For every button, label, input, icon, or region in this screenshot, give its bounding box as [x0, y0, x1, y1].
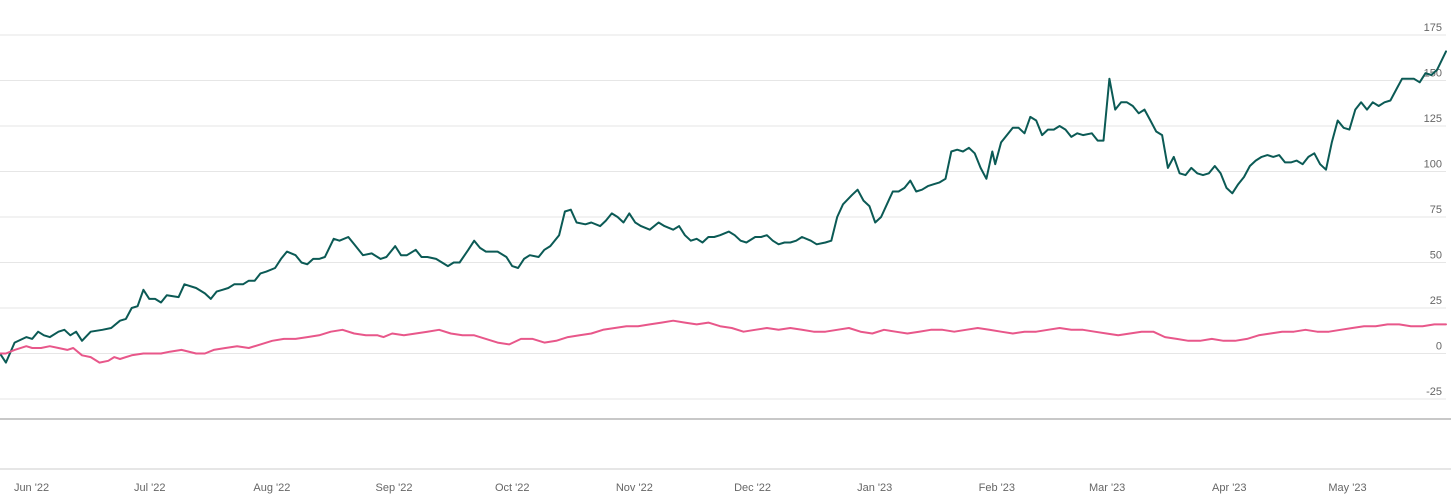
y-tick-label: 50 — [1430, 250, 1442, 262]
x-tick-label: Dec '22 — [734, 482, 771, 494]
x-tick-label: Feb '23 — [979, 482, 1015, 494]
x-tick-label: Jan '23 — [857, 482, 892, 494]
y-tick-label: 0 — [1436, 341, 1442, 353]
x-tick-label: May '23 — [1328, 482, 1366, 494]
x-tick-label: Apr '23 — [1212, 482, 1247, 494]
y-tick-label: -25 — [1426, 386, 1442, 398]
series-line-2 — [0, 319, 1447, 364]
y-tick-label: 100 — [1424, 159, 1442, 171]
x-tick-label: Jun '22 — [14, 482, 49, 494]
series-line-1 — [0, 50, 1447, 364]
series-lines — [0, 50, 1447, 364]
y-tick-label: 125 — [1424, 113, 1442, 125]
grid-lines — [0, 34, 1446, 400]
x-tick-label: Aug '22 — [253, 482, 290, 494]
y-tick-label: 25 — [1430, 295, 1442, 307]
x-tick-label: Nov '22 — [616, 482, 653, 494]
y-tick-label: 75 — [1430, 204, 1442, 216]
x-tick-label: Oct '22 — [495, 482, 530, 494]
x-axis-tick-labels: Jun '22 Jul '22 Aug '22 Sep '22 Oct '22 Nov '… — [14, 482, 1367, 494]
x-tick-label: Sep '22 — [376, 482, 413, 494]
x-tick-label: Jul '22 — [134, 482, 165, 494]
y-tick-label: 175 — [1424, 22, 1442, 34]
x-tick-label: Mar '23 — [1089, 482, 1125, 494]
